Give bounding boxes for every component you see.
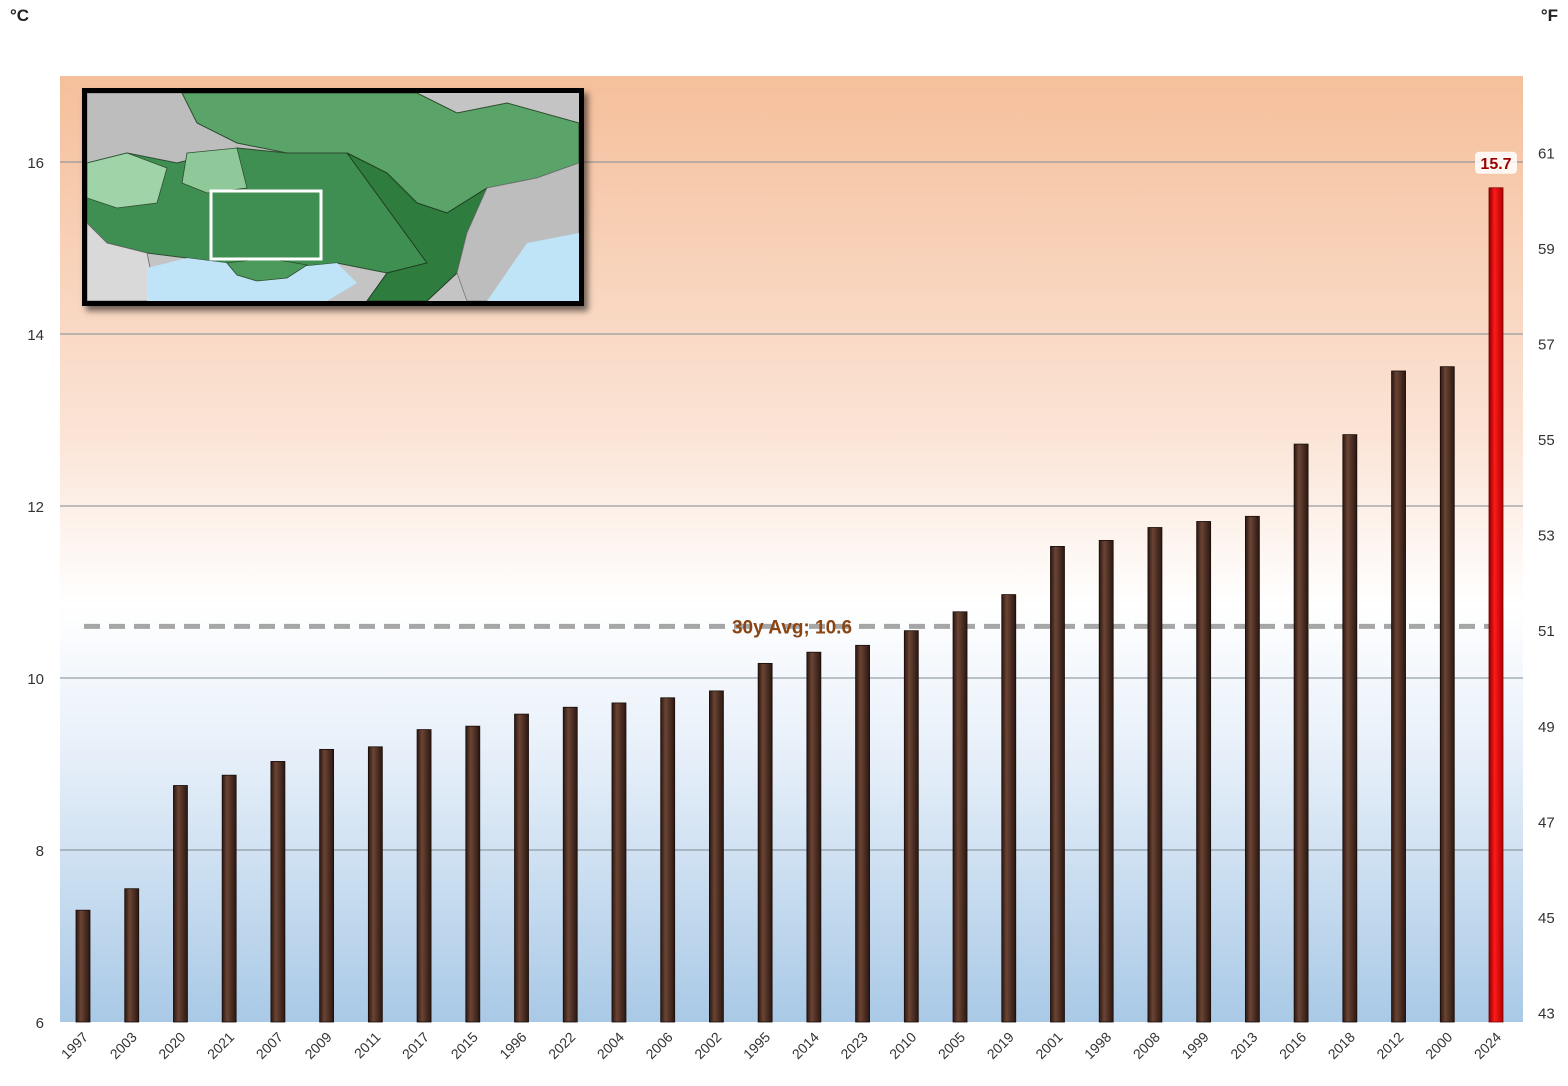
x-tick-label: 2019	[984, 1029, 1017, 1062]
bar	[611, 702, 627, 1023]
highlight-box	[209, 189, 323, 261]
x-tick-label: 2020	[155, 1029, 188, 1062]
x-tick-label: 2012	[1373, 1029, 1406, 1062]
y-right-tick-label: 43	[1538, 1005, 1555, 1022]
x-tick-label: 2022	[545, 1029, 578, 1062]
x-tick-label: 2011	[351, 1029, 384, 1062]
bar	[855, 644, 870, 1023]
x-tick-label: 2015	[448, 1029, 481, 1062]
bar	[1244, 515, 1260, 1023]
average-label: 30y Avg; 10.6	[732, 617, 852, 638]
x-tick-label: 2014	[789, 1029, 822, 1062]
y-tick-label: 6	[36, 1015, 44, 1032]
x-tick-label: 2013	[1227, 1029, 1260, 1062]
x-tick-label: 2018	[1325, 1029, 1358, 1062]
bar	[270, 761, 286, 1023]
y-right-tick-label: 45	[1538, 910, 1555, 927]
right-unit-label: °F	[1540, 6, 1558, 25]
bar	[416, 729, 432, 1023]
bar	[465, 725, 481, 1023]
y-right-tick-label: 49	[1538, 719, 1555, 736]
bar	[124, 888, 140, 1023]
bar	[319, 748, 335, 1023]
left-unit-label: °C	[10, 6, 30, 25]
x-tick-label: 2023	[837, 1029, 870, 1062]
x-tick-label: 2021	[204, 1029, 237, 1062]
bar	[1098, 540, 1114, 1023]
y-right-tick-label: 61	[1538, 145, 1555, 162]
map-thumbnail-icon	[87, 93, 579, 301]
y-right-tick-label: 53	[1538, 528, 1555, 545]
bar	[709, 690, 724, 1023]
bar	[1147, 527, 1163, 1023]
bar	[806, 651, 822, 1023]
y-tick-label: 10	[27, 671, 44, 688]
highlight-label-bg	[1475, 151, 1517, 174]
bar	[1342, 434, 1358, 1023]
y-tick-label: 12	[27, 499, 44, 516]
y-tick-label: 16	[27, 155, 44, 172]
y-right-tick-label: 57	[1538, 337, 1555, 354]
regional-map-inset	[82, 88, 584, 306]
bar	[1196, 521, 1212, 1023]
bar	[1001, 594, 1017, 1023]
bar	[173, 785, 188, 1023]
x-tick-label: 1998	[1081, 1029, 1114, 1062]
bar	[903, 630, 919, 1023]
y-right-tick-label: 59	[1538, 241, 1555, 258]
bar	[952, 611, 968, 1023]
bar	[221, 774, 237, 1023]
x-tick-label: 2004	[594, 1029, 627, 1062]
bar	[1488, 187, 1504, 1023]
y-right-tick-label: 47	[1538, 814, 1555, 831]
bar	[1439, 366, 1455, 1023]
bar	[1050, 546, 1065, 1023]
bar	[562, 706, 578, 1023]
x-tick-label: 2005	[935, 1029, 968, 1062]
x-tick-label: 2017	[399, 1029, 432, 1062]
x-tick-label: 2024	[1471, 1029, 1504, 1062]
bar	[757, 662, 773, 1023]
x-tick-label: 1995	[740, 1029, 773, 1062]
bar	[1293, 443, 1309, 1023]
bar	[75, 909, 91, 1023]
x-tick-label: 2009	[301, 1029, 334, 1062]
x-tick-label: 1999	[1178, 1029, 1211, 1062]
x-tick-label: 1997	[58, 1029, 91, 1062]
bar	[1391, 370, 1406, 1023]
x-tick-label: 2001	[1032, 1029, 1065, 1062]
y-tick-label: 8	[36, 843, 44, 860]
highlight-value-label: 15.7	[1480, 156, 1511, 173]
y-right-tick-label: 55	[1538, 432, 1555, 449]
bar	[660, 697, 676, 1023]
x-tick-label: 2003	[107, 1029, 140, 1062]
x-tick-label: 2002	[691, 1029, 724, 1062]
y-tick-label: 14	[27, 327, 44, 344]
x-tick-label: 1996	[496, 1029, 529, 1062]
x-tick-label: 2010	[886, 1029, 919, 1062]
x-tick-label: 2008	[1130, 1029, 1163, 1062]
bar	[367, 746, 383, 1023]
x-tick-label: 2016	[1276, 1029, 1309, 1062]
x-tick-label: 2006	[642, 1029, 675, 1062]
x-tick-label: 2007	[253, 1029, 286, 1062]
y-right-tick-label: 51	[1538, 623, 1555, 640]
bar	[514, 713, 529, 1023]
x-tick-label: 2000	[1422, 1029, 1455, 1062]
